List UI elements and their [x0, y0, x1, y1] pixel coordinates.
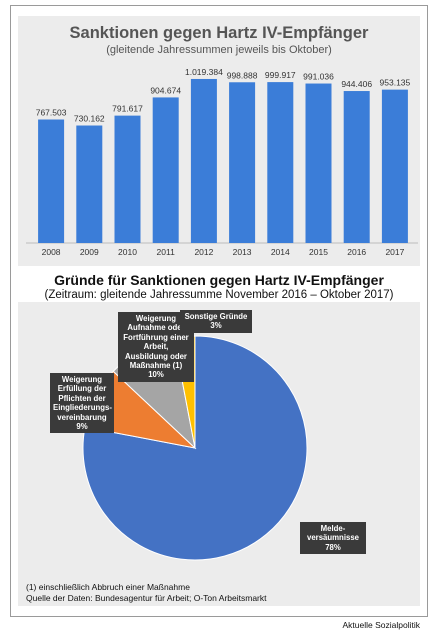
tick-label-2014: 2014 — [271, 247, 290, 257]
bar-2013 — [229, 82, 256, 243]
data-source: Quelle der Daten: Bundesagentur für Arbe… — [26, 593, 267, 603]
data-label-2010: 791.617 — [112, 104, 143, 114]
tick-label-2013: 2013 — [233, 247, 252, 257]
tick-label-2009: 2009 — [80, 247, 99, 257]
tick-label-2015: 2015 — [309, 247, 328, 257]
tick-label-2012: 2012 — [194, 247, 213, 257]
data-label-2017: 953.135 — [380, 78, 411, 88]
tick-label-2016: 2016 — [347, 247, 366, 257]
tick-label-2008: 2008 — [42, 247, 61, 257]
pie-label-pflichten: Weigerung Erfüllung der Pflichten der Ei… — [50, 373, 114, 434]
data-label-2013: 998.888 — [227, 70, 258, 80]
tick-label-2017: 2017 — [385, 247, 404, 257]
bar-chart-panel: Sanktionen gegen Hartz IV-Empfänger (gle… — [18, 16, 420, 266]
footnote: (1) einschließlich Abbruch einer Maßnahm… — [26, 582, 190, 592]
bar-2014 — [267, 82, 294, 243]
data-label-2015: 991.036 — [303, 72, 334, 82]
data-label-2011: 904.674 — [150, 85, 181, 95]
pie-chart-subtitle: (Zeitraum: gleitende Jahressumme Novembe… — [44, 289, 394, 301]
bar-2011 — [152, 97, 179, 244]
credit: Aktuelle Sozialpolitik — [342, 620, 420, 630]
data-label-2012: 1.019.384 — [185, 67, 223, 77]
bar-chart-subtitle: (gleitende Jahressummen jeweils bis Okto… — [106, 44, 332, 56]
data-label-2009: 730.162 — [74, 114, 105, 124]
pie-chart-title: Gründe für Sanktionen gegen Hartz IV-Emp… — [54, 272, 384, 288]
bar-chart: 767.503 2008 730.162 2009 791.617 2010 904.674… — [26, 67, 418, 257]
data-label-2008: 767.503 — [36, 108, 67, 118]
bar-2009 — [76, 125, 103, 243]
bar-2017 — [381, 89, 408, 243]
bar-2016 — [343, 91, 370, 243]
bar-2012 — [190, 78, 217, 243]
bar-2008 — [38, 119, 65, 243]
bar-2010 — [114, 115, 141, 243]
tick-label-2010: 2010 — [118, 247, 137, 257]
pie-label-meldeversaeumnisse: Melde- versäumnisse 78% — [300, 522, 366, 555]
data-label-2016: 944.406 — [341, 79, 372, 89]
bar-chart-title: Sanktionen gegen Hartz IV-Empfänger — [69, 24, 369, 42]
data-label-2014: 999.917 — [265, 70, 296, 80]
pie-label-sonstige: Sonstige Gründe 3% — [180, 310, 252, 333]
bar-2015 — [305, 83, 332, 243]
pie-chart-panel — [18, 302, 420, 606]
tick-label-2011: 2011 — [157, 247, 176, 257]
